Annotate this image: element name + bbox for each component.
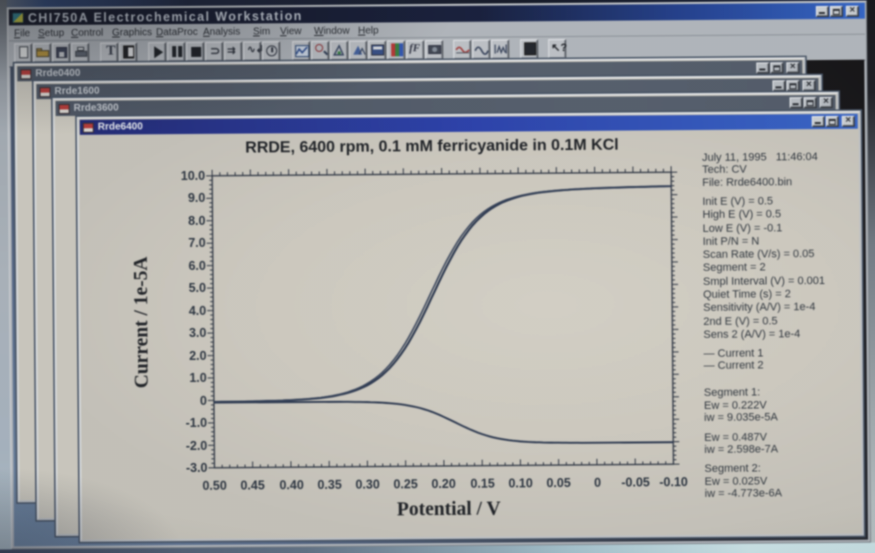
svg-text:-2.0: -2.0: [186, 439, 208, 453]
svg-text:10.0: 10.0: [181, 169, 205, 183]
svg-text:0.15: 0.15: [470, 477, 494, 491]
svg-text:3.0: 3.0: [189, 326, 207, 340]
svg-text:0.45: 0.45: [240, 478, 264, 492]
svg-text:9.0: 9.0: [188, 191, 206, 205]
svg-text:0.50: 0.50: [202, 479, 226, 493]
svg-text:6.0: 6.0: [188, 259, 206, 273]
svg-text:Potential / V: Potential / V: [397, 499, 501, 521]
svg-text:0.05: 0.05: [546, 476, 570, 490]
svg-text:0.20: 0.20: [431, 477, 455, 491]
svg-text:-1.0: -1.0: [185, 416, 207, 430]
svg-text:0.35: 0.35: [317, 478, 341, 492]
svg-text:8.0: 8.0: [188, 214, 206, 228]
svg-text:0: 0: [594, 476, 601, 490]
svg-text:RRDE, 6400 rpm, 0.1 mM ferricy: RRDE, 6400 rpm, 0.1 mM ferricyanide in 0…: [245, 137, 619, 157]
svg-text:0.10: 0.10: [508, 476, 532, 490]
svg-text:0.40: 0.40: [279, 478, 303, 492]
svg-text:5.0: 5.0: [189, 281, 207, 295]
svg-text:2.0: 2.0: [189, 349, 207, 363]
svg-text:-3.0: -3.0: [186, 461, 208, 475]
svg-text:Current / 1e-5A: Current / 1e-5A: [131, 256, 153, 388]
svg-text:7.0: 7.0: [188, 236, 206, 250]
svg-text:-0.10: -0.10: [659, 475, 688, 489]
svg-text:0.25: 0.25: [393, 477, 417, 491]
svg-text:1.0: 1.0: [189, 371, 207, 385]
svg-text:-0.05: -0.05: [621, 475, 650, 489]
svg-text:4.0: 4.0: [189, 304, 207, 318]
svg-text:0: 0: [200, 394, 207, 408]
svg-text:0.30: 0.30: [355, 478, 379, 492]
